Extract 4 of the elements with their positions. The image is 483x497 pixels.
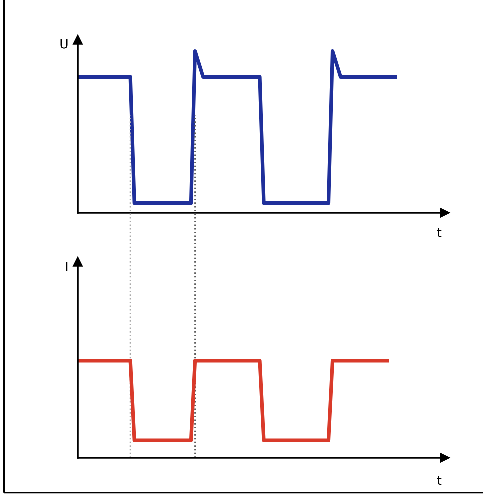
y-axis-title: I bbox=[66, 262, 68, 272]
y-axis-title: U bbox=[60, 40, 68, 49]
x-axis-title: t bbox=[437, 476, 442, 485]
x-axis-title: t bbox=[437, 228, 442, 238]
